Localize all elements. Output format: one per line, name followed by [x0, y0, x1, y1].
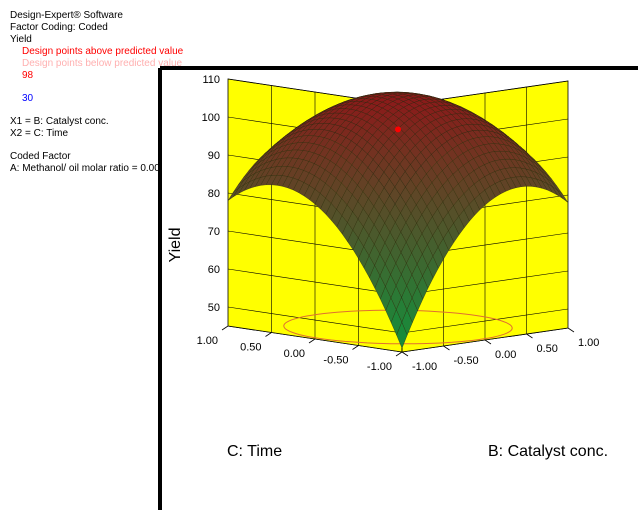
x-tick-mark: [401, 351, 409, 357]
response-surface-mesh: [227, 91, 569, 349]
z-tick-label: 110: [202, 74, 220, 86]
gridline: [401, 270, 569, 296]
y-axis-label: C: Time: [227, 443, 282, 460]
coded-factor-value: A: Methanol/ oil molar ratio = 0.00: [10, 163, 160, 174]
z-tick-label: 90: [208, 150, 220, 162]
x2-definition: X2 = C: Time: [10, 128, 69, 139]
software-name: Design-Expert® Software: [10, 10, 123, 21]
z-tick-label: 60: [208, 264, 220, 276]
y-tick-mark: [352, 345, 359, 350]
z-tick-label: 80: [208, 188, 220, 200]
design-points: [395, 126, 401, 133]
x-tick-mark: [443, 345, 450, 351]
info-panel: Design-Expert® Software Factor Coding: C…: [10, 10, 183, 175]
y-tick-label: 1.00: [197, 335, 218, 347]
x-tick-label: 0.50: [537, 343, 558, 355]
axis-ticks: 50 60 70 80 90 100 110 -1.00 -0.50 0.00 0.50 1.00 -1…: [197, 74, 600, 373]
x-tick-label: 0.00: [495, 349, 516, 361]
x-tick-mark: [567, 327, 575, 333]
y-tick-mark: [395, 351, 403, 357]
gridline: [401, 308, 569, 334]
gridline: [227, 268, 403, 296]
design-point-above: [395, 126, 401, 133]
legend-below: Design points below predicted value: [22, 58, 183, 69]
legend-above: Design points above predicted value: [22, 46, 184, 57]
y-tick-mark: [308, 338, 316, 344]
x-axis-label: B: Catalyst conc.: [488, 443, 608, 460]
y-tick-label: 0.00: [284, 348, 305, 360]
z-tick-label: 70: [208, 226, 220, 238]
y-tick-mark: [221, 325, 229, 331]
x1-definition: X1 = B: Catalyst conc.: [10, 116, 109, 127]
z-tick-label: 50: [208, 302, 220, 314]
floor-contours: [283, 309, 513, 345]
range-high: 98: [22, 70, 34, 81]
response-name: Yield: [10, 34, 32, 45]
x-tick-label: -1.00: [412, 361, 437, 373]
y-tick-label: 0.50: [240, 342, 261, 354]
x-tick-label: 1.00: [578, 337, 599, 349]
x-tick-label: -0.50: [454, 355, 479, 367]
coded-factor-title: Coded Factor: [10, 151, 71, 162]
factor-coding: Factor Coding: Coded: [10, 22, 108, 33]
x-tick-mark: [526, 333, 533, 339]
y-tick-label: -1.00: [367, 361, 392, 373]
z-tick-label: 100: [202, 112, 220, 124]
contour-line: [283, 309, 513, 345]
gridline: [227, 306, 403, 334]
range-low: 30: [22, 93, 34, 104]
z-axis-label: Yield: [167, 228, 184, 263]
surface-cell: [396, 321, 408, 349]
y-tick-label: -0.50: [323, 355, 348, 367]
y-tick-mark: [265, 332, 272, 337]
x-tick-mark: [484, 339, 492, 345]
